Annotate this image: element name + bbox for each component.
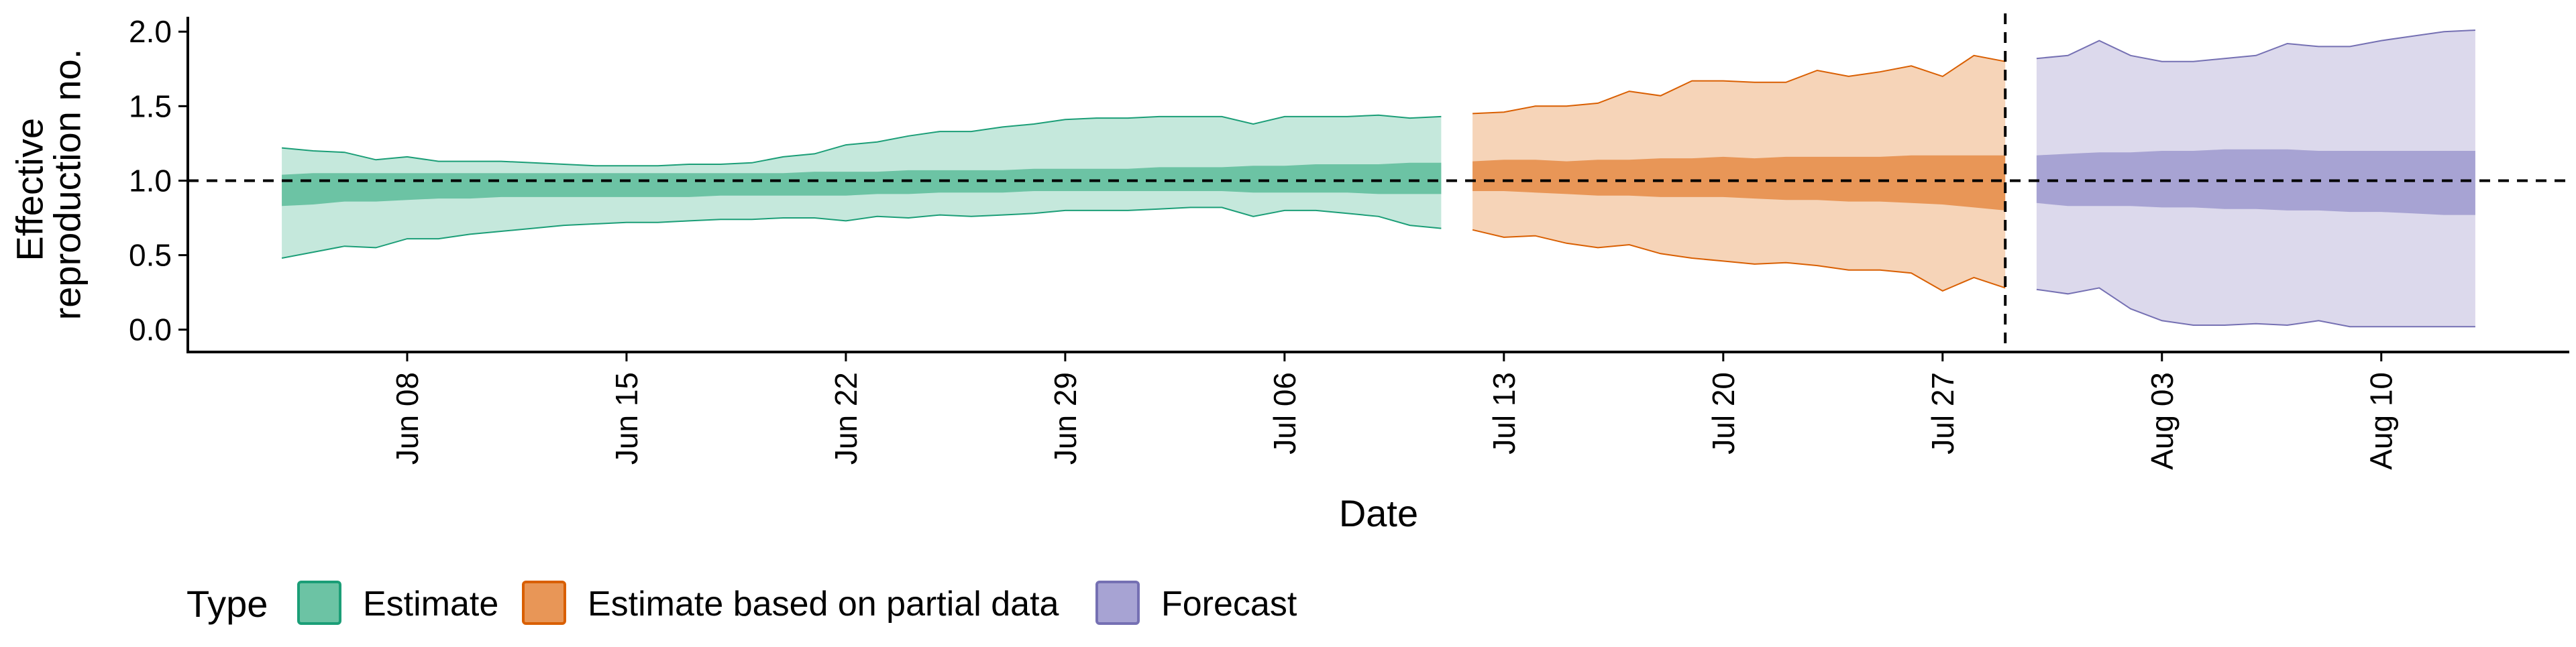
x-tick-label: Jul 13 [1487,372,1521,455]
y-tick-label: 2.0 [129,14,172,49]
band-upper-edge-estimate-based-on-partial-data [1472,54,2006,115]
y-tick-label: 1.5 [129,89,172,123]
legend-title: Type [186,583,268,625]
legend-key-forecast [1095,581,1140,625]
x-tick-label: Jun 08 [390,372,425,465]
legend-key-estimate-based-on-partial-data [522,581,566,625]
x-tick-label: Jul 20 [1706,372,1741,455]
band-lower-edge-forecast [2036,287,2475,328]
legend-label-estimate-based-on-partial-data: Estimate based on partial data [588,585,1059,624]
legend-item-estimate: Estimate [297,581,498,625]
reference-line-layer [188,13,2569,352]
x-axis-title: Date [1339,492,1418,534]
y-tick-label: 0.0 [129,312,172,347]
x-tick-label: Jul 27 [1925,372,1960,455]
x-tick-label: Jun 29 [1048,372,1083,465]
band-50-estimate-based-on-partial-data [1472,155,2006,211]
x-tick-label: Jun 15 [609,372,644,465]
y-axis-title-line-1: Effective [9,118,51,261]
band-upper-edge-forecast [2036,30,2475,62]
y-axis-title: Effective reproduction no. [9,49,89,320]
legend-label-forecast: Forecast [1161,585,1297,624]
x-tick-label: Aug 10 [2364,372,2399,470]
x-tick-label: Jul 06 [1267,372,1302,455]
band-layer [281,30,2475,328]
legend-item-estimate-based-on-partial-data: Estimate based on partial data [522,581,1059,625]
band-upper-edge-estimate [282,114,1442,167]
x-tick-label: Aug 03 [2145,372,2180,470]
band-50-forecast [2036,149,2475,215]
y-tick-label: 0.5 [129,238,172,273]
x-tick-label: Jun 22 [828,372,863,465]
band-50-estimate [282,162,1442,207]
series-estimate-based-on-partial-data [1472,54,2006,292]
legend-key-estimate [297,581,341,625]
series-forecast [2036,30,2475,328]
legend-item-forecast: Forecast [1095,581,1297,625]
axes-layer: 0.0 0.5 1.0 1.5 2.0 Jun 08 Jun 15 Jun 22 Jun 29 J… [129,14,2569,470]
y-axis-title-line-2: reproduction no. [46,49,89,320]
series-estimate [281,114,1442,259]
band-lower-edge-estimate [281,207,1442,259]
y-tick-label: 1.0 [129,163,172,198]
band-lower-edge-estimate-based-on-partial-data [1472,229,2006,292]
legend-label-estimate: Estimate [363,585,498,624]
legend: Type Estimate Estimate based on partial d… [186,581,1297,625]
